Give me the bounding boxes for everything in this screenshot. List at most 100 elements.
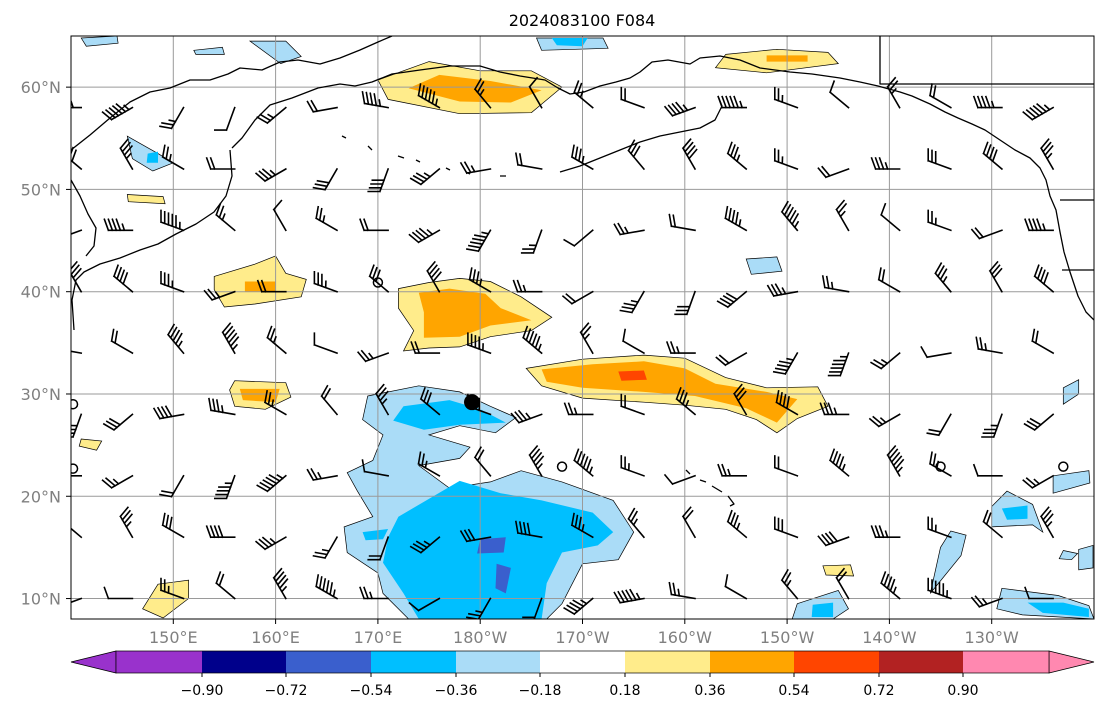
wind-barb-118 bbox=[988, 260, 1003, 293]
wind-barb-114 bbox=[766, 283, 799, 297]
wind-barb-3 bbox=[215, 571, 236, 600]
wind-barb-16 bbox=[880, 571, 901, 600]
wind-barb-108 bbox=[468, 267, 492, 293]
wind-barb-13 bbox=[724, 574, 748, 600]
wind-barb-87 bbox=[410, 341, 441, 355]
wind-barb-109 bbox=[512, 279, 543, 293]
wind-barb-96 bbox=[870, 351, 901, 370]
wind-barb-120 bbox=[71, 229, 83, 235]
wind-barb-24 bbox=[254, 536, 287, 551]
wind-barb-42 bbox=[159, 474, 185, 498]
wind-barb-123 bbox=[215, 202, 236, 232]
wind-barb-57 bbox=[928, 451, 952, 477]
wind-barb-47 bbox=[417, 451, 441, 477]
lon-tick-label: 180°W bbox=[453, 628, 508, 647]
wind-barb-58 bbox=[972, 463, 1003, 477]
calm-circle-5 bbox=[1058, 461, 1069, 472]
wind-barb-129 bbox=[520, 229, 543, 254]
wind-barb-131 bbox=[613, 222, 645, 236]
us-canada-border bbox=[879, 36, 1094, 271]
wind-barb-34 bbox=[773, 516, 799, 539]
wind-barb-93 bbox=[715, 352, 748, 367]
wind-barb-6 bbox=[359, 586, 389, 600]
wind-barb-11 bbox=[613, 588, 645, 604]
wind-barb-81 bbox=[110, 328, 134, 355]
wind-barb-72 bbox=[675, 386, 697, 416]
colorbar-bin-2 bbox=[286, 651, 371, 673]
wind-barb-161 bbox=[101, 102, 134, 121]
wind-barb-105 bbox=[313, 271, 339, 293]
wind-barb-166 bbox=[361, 90, 390, 109]
colorbar-bin-0 bbox=[116, 651, 202, 673]
graticule bbox=[71, 36, 1094, 619]
wind-barb-102 bbox=[159, 271, 185, 293]
station-circle-layer bbox=[71, 277, 1069, 474]
wind-barb-141 bbox=[119, 138, 134, 171]
wind-barb-43 bbox=[214, 474, 236, 500]
colorbar-bin-7 bbox=[710, 651, 794, 673]
alaska-coastline bbox=[231, 55, 1094, 321]
wind-barb-136 bbox=[880, 202, 901, 232]
wind-barb-127 bbox=[408, 227, 441, 244]
wind-barb-52 bbox=[663, 473, 697, 486]
wind-barb-148 bbox=[459, 161, 492, 175]
wind-barb-151 bbox=[627, 139, 646, 171]
wind-barb-91 bbox=[622, 328, 645, 355]
colorbar-extend-low bbox=[70, 650, 117, 674]
wind-barb-59 bbox=[1022, 474, 1055, 489]
wind-barb-150 bbox=[570, 144, 594, 171]
calm-circle-1 bbox=[71, 398, 79, 410]
colorbar-tick-label: −0.36 bbox=[435, 683, 478, 699]
wind-barb-130 bbox=[563, 229, 594, 247]
wind-barb-1 bbox=[103, 586, 134, 600]
lon-tick-label: 160°E bbox=[251, 628, 300, 647]
wind-barb-33 bbox=[726, 509, 748, 539]
wind-barb-147 bbox=[409, 167, 441, 186]
wind-barb-133 bbox=[724, 205, 748, 232]
wind-barb-171 bbox=[620, 86, 645, 109]
wind-barb-17 bbox=[927, 577, 952, 600]
colorbar-tick-label: −0.54 bbox=[350, 683, 393, 699]
wind-barb-140 bbox=[71, 146, 83, 171]
wind-barb-110 bbox=[561, 290, 594, 305]
wind-barb-134 bbox=[780, 200, 800, 232]
wind-barb-83 bbox=[221, 322, 240, 355]
wind-barb-165 bbox=[306, 99, 338, 113]
wind-barb-76 bbox=[868, 413, 901, 428]
wind-barb-69 bbox=[510, 409, 543, 424]
wind-barb-95 bbox=[827, 352, 850, 377]
wind-barb-132 bbox=[668, 213, 696, 232]
lon-tick-label: 150°E bbox=[149, 628, 198, 647]
wind-barb-175 bbox=[828, 80, 850, 109]
wind-barb-82 bbox=[166, 323, 185, 355]
colorbar-bin-8 bbox=[794, 651, 879, 673]
wind-barb-23 bbox=[205, 525, 236, 539]
anomaly-region-neg-34 bbox=[1001, 505, 1028, 520]
wind-barb-172 bbox=[663, 101, 697, 117]
wind-barb-44 bbox=[256, 474, 287, 493]
colorbar-bin-4 bbox=[456, 651, 540, 673]
colorbar-tick-label: −0.90 bbox=[181, 683, 224, 699]
wind-barb-40 bbox=[71, 475, 82, 477]
wind-barb-113 bbox=[716, 290, 748, 309]
wind-barb-162 bbox=[159, 106, 185, 130]
map-title: 2024083100 F084 bbox=[509, 11, 656, 30]
wind-barb-149 bbox=[514, 152, 543, 170]
wind-barb-97 bbox=[920, 346, 952, 359]
calm-circle-0 bbox=[372, 277, 384, 288]
wind-barb-173 bbox=[717, 95, 747, 109]
wind-barb-164 bbox=[256, 106, 287, 125]
anomaly-region-neg-21 bbox=[477, 537, 506, 554]
wind-barb-37 bbox=[927, 516, 952, 539]
anomaly-region-neg-22 bbox=[495, 563, 511, 594]
colorbar-bin-6 bbox=[625, 651, 710, 673]
calm-circle-3 bbox=[556, 461, 568, 472]
wind-barb-154 bbox=[773, 148, 799, 171]
wind-barb-45 bbox=[306, 468, 338, 482]
anomaly-region-neg-24 bbox=[551, 38, 588, 47]
wind-barb-15 bbox=[835, 567, 850, 600]
colorbar-tick-label: 0.36 bbox=[694, 683, 725, 699]
wind-barb-26 bbox=[367, 536, 390, 561]
wind-barb-124 bbox=[272, 199, 287, 232]
wind-barb-103 bbox=[203, 288, 236, 302]
